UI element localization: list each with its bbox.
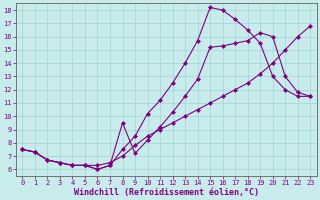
X-axis label: Windchill (Refroidissement éolien,°C): Windchill (Refroidissement éolien,°C): [74, 188, 259, 197]
